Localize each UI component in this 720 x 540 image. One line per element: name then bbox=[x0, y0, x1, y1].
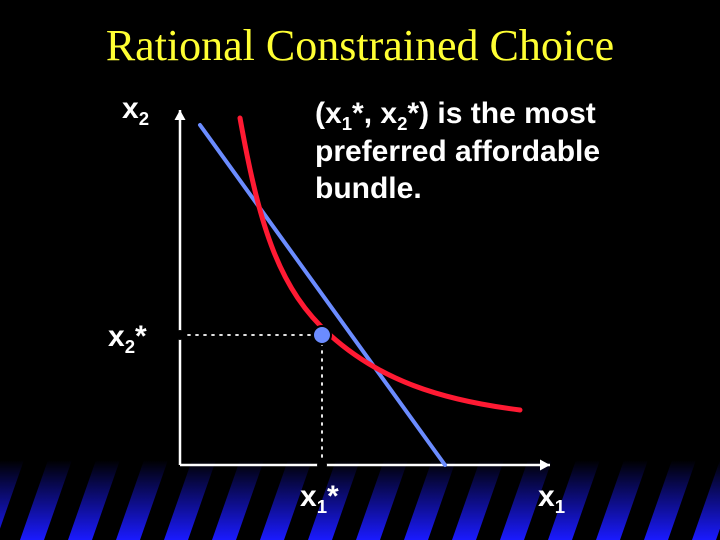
x-axis-label: x1 bbox=[538, 480, 565, 514]
economics-chart bbox=[170, 100, 570, 475]
y-star-marker bbox=[176, 331, 185, 340]
optimal-bundle-marker bbox=[313, 326, 331, 344]
x-star-label: x1* bbox=[300, 480, 339, 514]
y-axis-arrow bbox=[175, 110, 186, 120]
indifference-curve bbox=[240, 118, 520, 410]
y-axis-label: x2 bbox=[122, 92, 149, 126]
slide-title: Rational Constrained Choice bbox=[0, 20, 720, 71]
x-star-marker bbox=[318, 461, 327, 470]
chart-area bbox=[170, 100, 570, 480]
x-axis-arrow bbox=[540, 460, 550, 471]
y-star-label: x2* bbox=[108, 320, 147, 354]
slide: Rational Constrained Choice (x1*, x2*) i… bbox=[0, 0, 720, 540]
budget-line bbox=[200, 125, 445, 465]
